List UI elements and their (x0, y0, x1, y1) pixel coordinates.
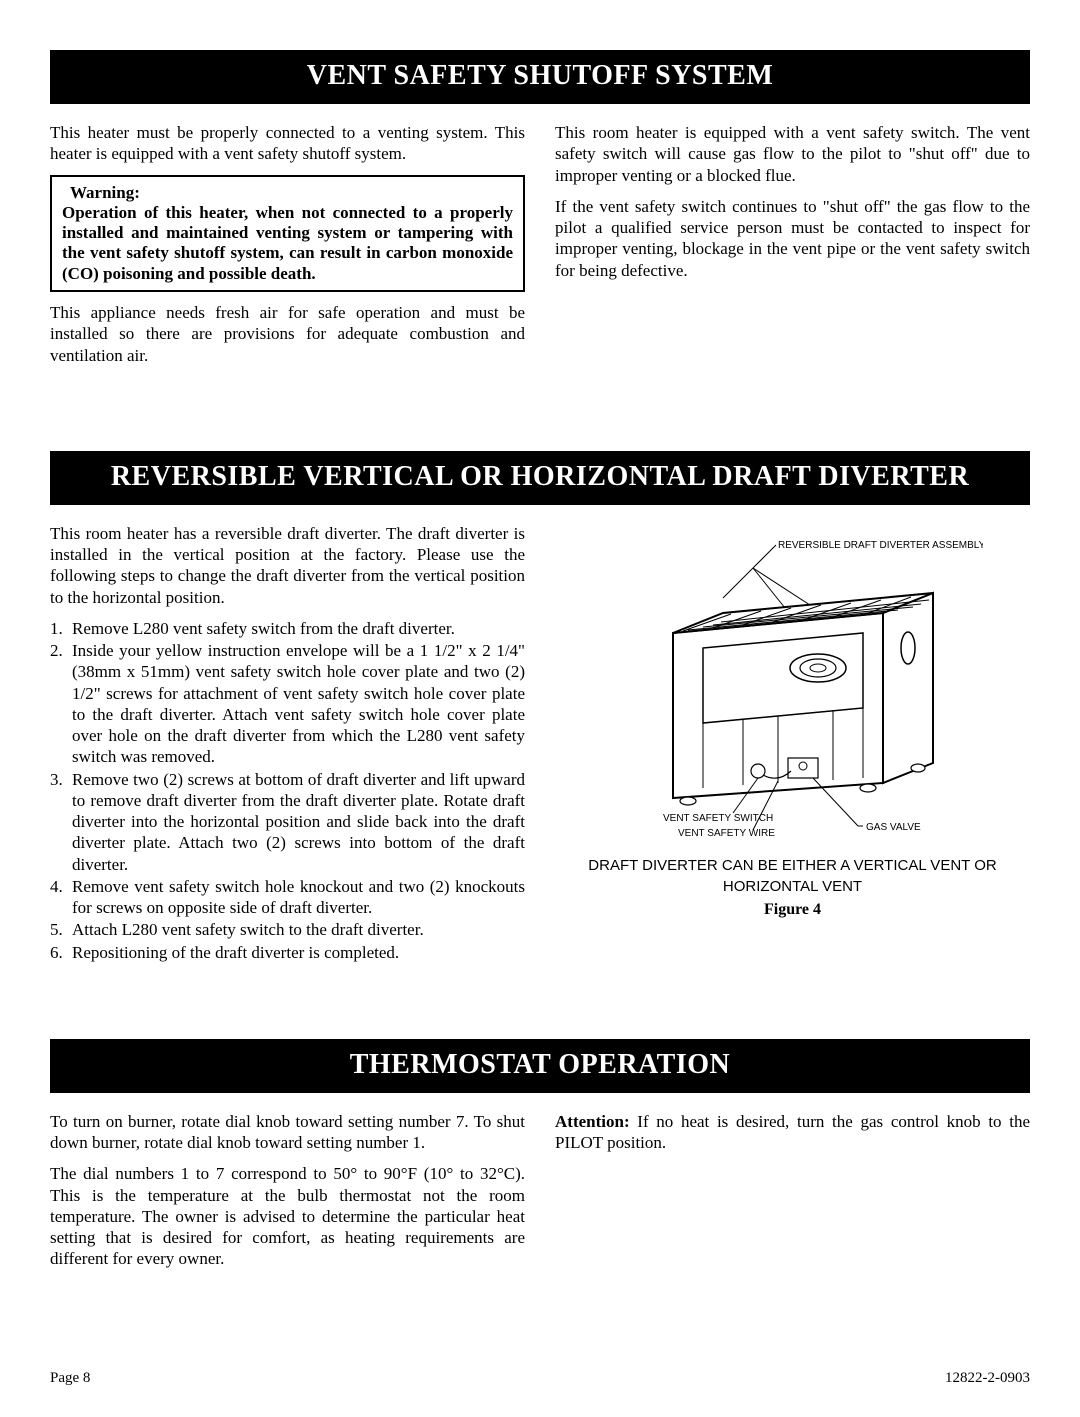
list-item: 5.Attach L280 vent safety switch to the … (50, 919, 525, 940)
list-item: 6.Repositioning of the draft diverter is… (50, 942, 525, 963)
list-item: 1.Remove L280 vent safety switch from th… (50, 618, 525, 639)
section3-left-col: To turn on burner, rotate dial knob towa… (50, 1111, 525, 1280)
list-item: 3.Remove two (2) screws at bottom of dra… (50, 769, 525, 875)
section1-left-p2: This appliance needs fresh air for safe … (50, 302, 525, 366)
list-item: 4.Remove vent safety switch hole knockou… (50, 876, 525, 919)
warning-label: Warning: (62, 183, 513, 203)
section1-left-col: This heater must be properly connected t… (50, 122, 525, 376)
section3-attention: Attention: If no heat is desired, turn t… (555, 1111, 1030, 1154)
section3-header: THERMOSTAT OPERATION (50, 1039, 1030, 1093)
section1-header: VENT SAFETY SHUTOFF SYSTEM (50, 50, 1030, 104)
section2-figure-col: REVERSIBLE DRAFT DIVERTER ASSEMBLY (555, 523, 1030, 964)
section1-right-p2: If the vent safety switch continues to "… (555, 196, 1030, 281)
footer-page: Page 8 (50, 1370, 90, 1387)
section1-right-col: This room heater is equipped with a vent… (555, 122, 1030, 376)
footer-doc: 12822-2-0903 (945, 1370, 1030, 1387)
diagram-label-assembly: REVERSIBLE DRAFT DIVERTER ASSEMBLY (778, 540, 983, 551)
section3-left-p1: To turn on burner, rotate dial knob towa… (50, 1111, 525, 1154)
figure-number: Figure 4 (764, 901, 821, 919)
section1-body: This heater must be properly connected t… (50, 122, 1030, 376)
attention-label: Attention: (555, 1112, 630, 1131)
section2-header: REVERSIBLE VERTICAL OR HORIZONTAL DRAFT … (50, 451, 1030, 505)
section2-body: This room heater has a reversible draft … (50, 523, 1030, 964)
draft-diverter-diagram: REVERSIBLE DRAFT DIVERTER ASSEMBLY (603, 533, 983, 843)
section1-left-p1: This heater must be properly connected t… (50, 122, 525, 165)
section1-right-p1: This room heater is equipped with a vent… (555, 122, 1030, 186)
steps-list: 1.Remove L280 vent safety switch from th… (50, 618, 525, 963)
page-footer: Page 8 12822-2-0903 (50, 1370, 1030, 1387)
section3-body: To turn on burner, rotate dial knob towa… (50, 1111, 1030, 1280)
warning-box: Warning: Operation of this heater, when … (50, 175, 525, 293)
section2-left-col: This room heater has a reversible draft … (50, 523, 525, 964)
list-item: 2.Inside your yellow instruction envelop… (50, 640, 525, 768)
diagram-label-gas: GAS VALVE (866, 822, 921, 833)
section2-intro: This room heater has a reversible draft … (50, 523, 525, 608)
section3-left-p2: The dial numbers 1 to 7 correspond to 50… (50, 1163, 525, 1269)
figure-caption: DRAFT DIVERTER CAN BE EITHER A VERTICAL … (555, 855, 1030, 897)
warning-body: Operation of this heater, when not conne… (62, 203, 513, 285)
diagram-label-wire: VENT SAFETY WIRE (678, 828, 775, 839)
section3-right-col: Attention: If no heat is desired, turn t… (555, 1111, 1030, 1280)
